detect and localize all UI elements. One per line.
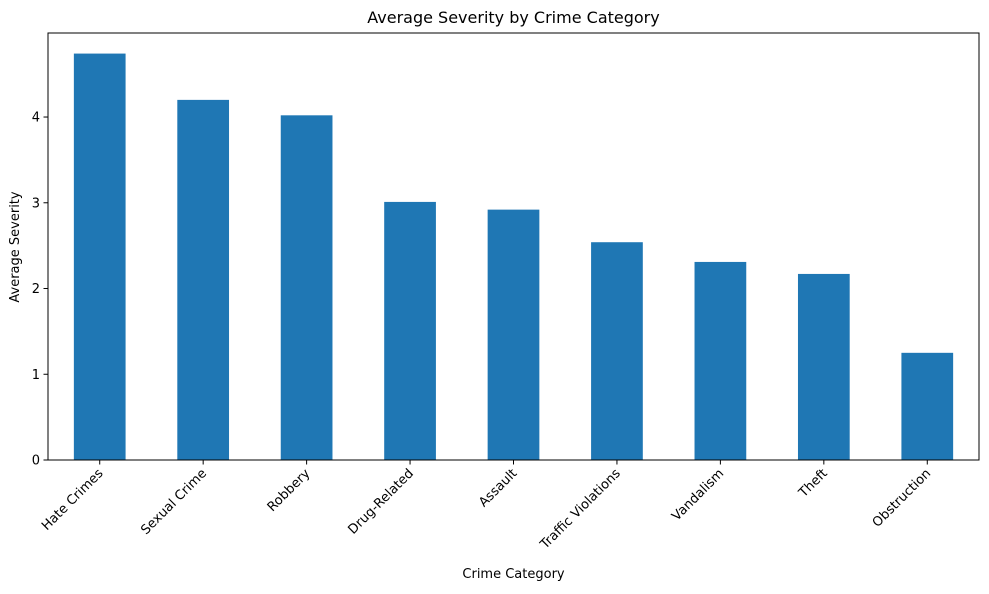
- y-tick-label: 0: [32, 454, 40, 469]
- y-tick-label: 2: [32, 282, 40, 297]
- bar-drug-related: [384, 201, 436, 461]
- bar-sexual-crime: [177, 99, 230, 460]
- bar-hate-crimes: [73, 53, 126, 461]
- x-tick-label: Vandalism: [669, 466, 727, 524]
- bar-traffic-violations: [591, 242, 643, 460]
- y-axis-label: Average Severity: [8, 191, 23, 303]
- bar-robbery: [280, 115, 333, 460]
- bar-vandalism: [694, 261, 747, 460]
- x-axis-label: Crime Category: [462, 567, 565, 582]
- x-tick-label: Assault: [476, 466, 520, 510]
- y-tick-label: 1: [32, 368, 40, 383]
- x-tick-label: Drug-Related: [346, 466, 417, 537]
- x-tick-label: Obstruction: [870, 466, 934, 530]
- chart-title: Average Severity by Crime Category: [367, 8, 659, 27]
- bars-layer: [73, 53, 954, 461]
- y-tick-label: 4: [32, 111, 40, 126]
- x-tick-label: Hate Crimes: [39, 466, 107, 534]
- y-tick-label: 3: [32, 196, 40, 211]
- x-tick-label: Theft: [796, 466, 831, 501]
- bar-assault: [487, 209, 540, 460]
- bar-theft: [797, 273, 850, 460]
- x-tick-label: Sexual Crime: [138, 466, 210, 538]
- x-tick-label: Robbery: [265, 466, 314, 515]
- x-tick-label: Traffic Violations: [537, 466, 624, 553]
- bar-obstruction: [901, 352, 954, 460]
